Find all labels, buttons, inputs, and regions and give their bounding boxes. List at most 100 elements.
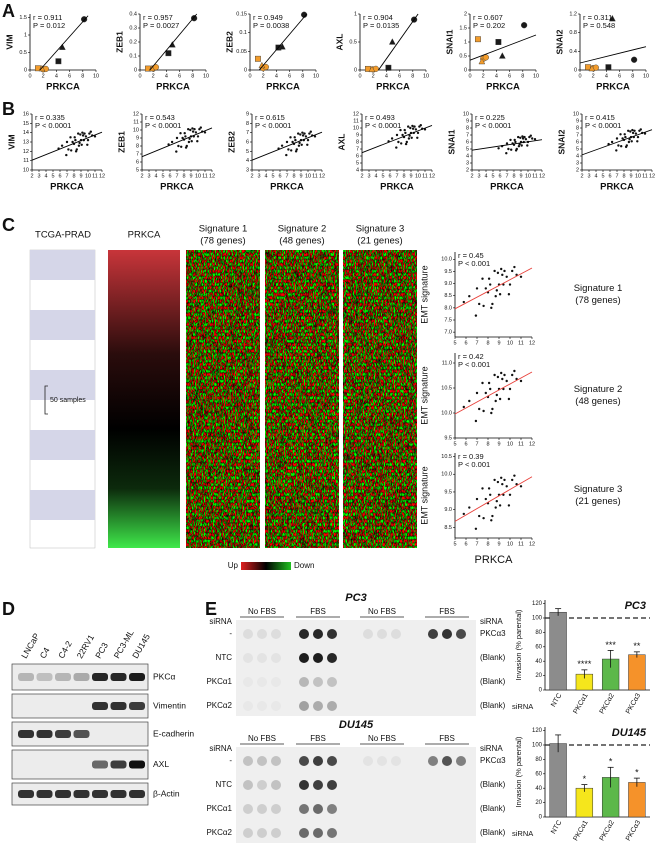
y-tick-label: 5 [136, 167, 139, 173]
blot-dot [428, 701, 438, 711]
blot-dot [271, 701, 281, 711]
x-axis-label: PRKCA [50, 182, 84, 193]
group-label: FBS [439, 607, 455, 616]
x-tick-label: 2 [482, 73, 485, 79]
point [490, 306, 493, 310]
blot-dot [442, 653, 452, 663]
y-axis-label: Invasion (% parental) [514, 609, 523, 680]
point [390, 137, 394, 140]
panel-label: C [2, 215, 15, 235]
row-label: PKCα3 [480, 756, 506, 765]
x-tick-label: 4 [594, 173, 597, 179]
x-tick-label: 11 [518, 541, 524, 547]
x-tick-label: 2 [580, 173, 583, 179]
x-tick-label: 0 [28, 73, 31, 79]
x-axis-label: PRKCA [490, 182, 524, 193]
point [165, 50, 172, 57]
x-tick-label: 8 [402, 173, 405, 179]
point [478, 302, 481, 306]
row-label: siRNA [480, 744, 503, 753]
x-tick-label: 6 [498, 173, 501, 179]
blot-band [92, 730, 108, 738]
blot-dot [271, 828, 281, 838]
x-tick-label: 8 [521, 73, 524, 79]
y-tick-label: 11.0 [442, 360, 452, 366]
significance: **** [577, 659, 592, 669]
blot-band [74, 702, 90, 710]
point [395, 146, 398, 149]
stat-annotation: r = 0.607 [473, 13, 503, 22]
x-tick-label: 7 [475, 441, 478, 447]
fit-line [454, 267, 533, 310]
point [481, 381, 484, 385]
signature-heatmap [343, 250, 417, 548]
x-tick-label: 4 [275, 73, 278, 79]
side-label: Signature 1 [574, 283, 623, 294]
blot-dot [442, 828, 452, 838]
point [588, 64, 596, 72]
point [489, 493, 492, 496]
blot-dot [377, 629, 387, 639]
y-axis-label: AXL [336, 134, 346, 151]
point [404, 142, 408, 146]
x-tick-label: 10 [533, 73, 539, 79]
blot-dot [456, 756, 466, 766]
stat-annotation: r = 0.42 [458, 352, 484, 361]
row-label: (Blank) [480, 804, 506, 813]
group-label: FBS [439, 734, 455, 743]
y-axis-label: ZEB2 [224, 31, 234, 53]
x-tick-label: PKCα2 [599, 819, 616, 842]
x-axis-label: siRNA [512, 829, 533, 838]
point [80, 143, 83, 146]
point [287, 148, 290, 151]
point [623, 133, 626, 136]
column-title: Signature 3 [356, 224, 405, 235]
point [301, 131, 304, 134]
x-tick-label: 11 [92, 173, 98, 179]
fit-line [361, 124, 433, 154]
y-axis-label: ZEB2 [226, 131, 236, 153]
blot-dot [377, 756, 387, 766]
y-axis-label: VIM [4, 34, 14, 49]
blot-dot [377, 677, 387, 687]
point [295, 148, 298, 151]
point [505, 485, 508, 488]
group-label: FBS [310, 607, 326, 616]
stat-annotation: r = 0.415 [585, 113, 615, 122]
fit-line [149, 13, 198, 71]
stat-annotation: r = 0.311 [583, 13, 612, 22]
point [301, 134, 305, 137]
point [280, 144, 284, 147]
row-label: Vimentin [153, 700, 186, 710]
blot-dot [299, 804, 309, 814]
side-label: (21 genes) [575, 496, 620, 507]
x-axis-label: PRKCA [600, 182, 634, 193]
blot-dot [257, 756, 267, 766]
point [511, 373, 514, 377]
signature-heatmap [265, 250, 339, 548]
point [609, 14, 616, 22]
y-tick-label: 8.0 [444, 305, 452, 311]
blot-dot [271, 756, 281, 766]
point [633, 129, 636, 132]
bar [549, 743, 567, 818]
point [368, 65, 376, 73]
y-tick-label: 5 [356, 160, 359, 166]
x-tick-label: 9 [299, 173, 302, 179]
point [615, 149, 618, 152]
x-tick-label: 6 [464, 441, 467, 447]
blot-dot [391, 629, 401, 639]
point [403, 128, 406, 132]
y-tick-label: 9.5 [444, 489, 452, 495]
blot-dot [243, 701, 253, 711]
point [75, 148, 79, 151]
y-tick-label: 11 [133, 119, 139, 125]
stat-annotation: r = 0.45 [458, 251, 484, 260]
blot-dot [391, 804, 401, 814]
point [489, 283, 492, 286]
x-tick-label: 9 [79, 173, 82, 179]
blot-band [36, 730, 53, 738]
y-tick-label: 8 [466, 125, 469, 131]
point [631, 56, 638, 63]
